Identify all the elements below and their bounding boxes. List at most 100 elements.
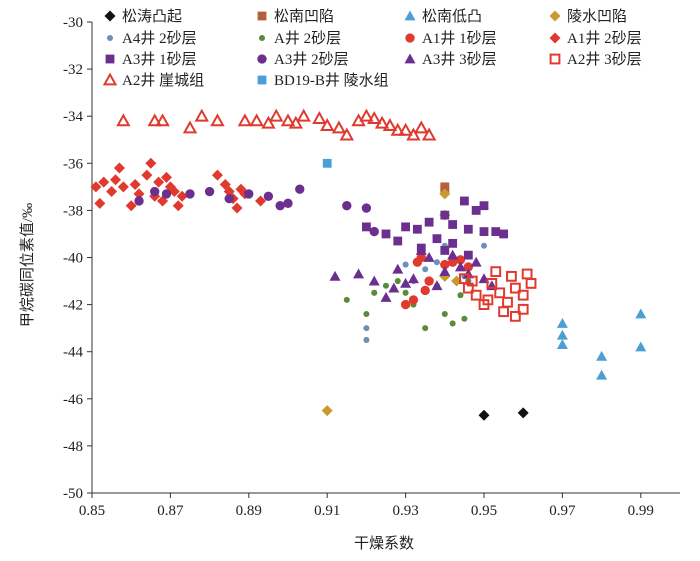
legend-marker: [549, 10, 561, 22]
data-point: [433, 259, 440, 266]
y-tick-label: -38: [63, 203, 83, 219]
data-point: [448, 238, 458, 248]
data-point: [353, 268, 365, 279]
data-point: [479, 227, 489, 236]
data-point: [331, 120, 347, 134]
data-point: [269, 108, 284, 122]
legend-item: A3井 2砂层: [257, 51, 349, 68]
series-7: [90, 157, 267, 214]
data-point: [463, 250, 473, 260]
data-point: [440, 259, 450, 270]
data-point: [448, 220, 458, 229]
data-point: [388, 282, 400, 293]
legend-marker: [257, 75, 267, 85]
series-13: [322, 158, 332, 168]
data-point: [454, 261, 466, 272]
legend-marker: [106, 34, 114, 42]
data-point: [244, 189, 254, 199]
series-5: [343, 278, 472, 332]
data-point: [509, 310, 521, 322]
legend-marker: [105, 54, 115, 64]
data-point: [339, 127, 354, 141]
data-point: [155, 113, 170, 127]
data-point: [421, 127, 437, 141]
data-point: [509, 282, 521, 294]
data-point: [478, 409, 490, 421]
legend-marker: [258, 34, 266, 42]
data-point: [470, 256, 482, 267]
x-tick-label: 0.95: [471, 503, 497, 519]
legend-label: A3井 3砂层: [422, 51, 497, 68]
legend-label: 陵水凹陷: [567, 8, 627, 25]
series-12: [116, 108, 437, 141]
data-point: [415, 244, 427, 255]
data-point: [106, 186, 118, 198]
data-point: [145, 157, 157, 169]
data-point: [380, 292, 392, 302]
data-point: [361, 203, 372, 213]
data-point: [400, 299, 411, 310]
series-9: [134, 184, 379, 237]
y-tick-label: -48: [63, 439, 83, 455]
y-tick-label: -46: [63, 392, 83, 408]
data-point: [322, 158, 332, 168]
legend-label: A1井 1砂层: [422, 30, 497, 47]
data-point: [455, 255, 466, 265]
data-point: [422, 266, 429, 273]
data-point: [556, 339, 568, 350]
data-point: [363, 310, 370, 318]
legend-item: A4井 2砂层: [106, 30, 197, 47]
data-point: [296, 108, 311, 122]
data-point: [283, 198, 293, 209]
x-tick-label: 0.97: [549, 503, 576, 519]
legend-marker: [257, 54, 267, 64]
legend-item: A井 2砂层: [258, 30, 341, 47]
data-point: [295, 184, 305, 194]
data-point: [312, 110, 327, 124]
data-point: [517, 303, 529, 315]
data-point: [556, 317, 568, 328]
x-axis-ticks: 0.85 0.87 0.89 0.91 0.93 0.95 0.97 0.99: [79, 493, 654, 519]
x-tick-label: 0.89: [236, 503, 262, 519]
data-point: [369, 226, 379, 237]
data-point: [110, 174, 122, 186]
data-point: [460, 196, 469, 206]
data-point: [392, 263, 404, 274]
legend-label: A3井 1砂层: [122, 51, 197, 68]
data-point: [116, 113, 131, 127]
data-point: [482, 294, 494, 306]
y-axis-ticks: -50 -48 -46 -44 -42 -40 -38 -36 -34 -32 -30: [63, 15, 92, 502]
data-point: [406, 127, 421, 141]
data-point: [280, 113, 296, 127]
data-point: [479, 201, 489, 211]
data-point: [408, 295, 419, 305]
legend-marker: [257, 11, 267, 21]
data-point: [129, 178, 141, 190]
data-point: [449, 320, 456, 327]
legend-label: BD19-B井 陵水组: [274, 72, 389, 89]
data-point: [491, 227, 501, 236]
data-point: [440, 246, 450, 255]
data-point: [471, 206, 481, 215]
data-point: [231, 202, 243, 214]
legend-label: A1井 2砂层: [567, 30, 642, 47]
data-point: [160, 171, 172, 183]
data-point: [249, 113, 264, 127]
data-point: [382, 118, 398, 132]
series-0: [478, 407, 529, 421]
y-tick-label: -42: [63, 298, 83, 314]
data-point: [367, 110, 382, 124]
data-point: [113, 162, 125, 174]
data-point: [237, 113, 253, 127]
legend-item: A3井 3砂层: [404, 51, 497, 68]
data-point: [211, 169, 223, 181]
data-point: [463, 262, 473, 272]
series-11: [459, 266, 537, 322]
y-tick-label: -30: [63, 15, 83, 31]
data-point: [407, 273, 419, 284]
data-point: [394, 278, 401, 285]
legend-label: A2井 3砂层: [567, 51, 642, 68]
legend-item: A1井 2砂层: [549, 30, 642, 47]
data-point: [402, 261, 409, 268]
